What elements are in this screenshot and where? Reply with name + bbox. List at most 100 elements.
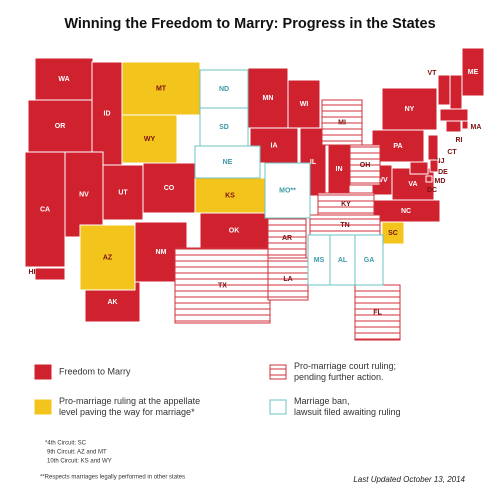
state-label: IN <box>336 166 343 173</box>
state-shape <box>439 108 469 122</box>
state-label: UT <box>118 189 128 196</box>
state-label: WA <box>58 76 69 83</box>
state-label: ME <box>468 69 479 76</box>
state-label: AR <box>282 235 292 242</box>
state-label: IL <box>310 159 317 166</box>
state-shape <box>27 99 93 153</box>
state-shape <box>449 74 463 110</box>
legend-label: Pro-marriage ruling at the appellate <box>59 396 200 406</box>
legend-label: Pro-marriage court ruling; <box>294 361 396 371</box>
legend-swatch <box>34 399 52 415</box>
state-shape <box>445 120 462 133</box>
legend-label: Marriage ban, <box>294 396 350 406</box>
state-shape <box>354 234 384 286</box>
state-label: OK <box>229 227 240 234</box>
state-label: AL <box>338 257 348 264</box>
legend-swatch <box>34 364 52 380</box>
state-label: RI <box>456 137 463 144</box>
state-shape <box>91 61 123 166</box>
legend: Freedom to Marry Pro-marriage ruling at t… <box>34 361 401 417</box>
state-shape <box>461 120 469 130</box>
state-label: WY <box>144 136 156 143</box>
title: Winning the Freedom to Marry: Progress i… <box>64 16 435 32</box>
state-label: KY <box>341 201 351 208</box>
state-shape <box>437 74 451 106</box>
state-shape <box>321 99 363 146</box>
state-shape <box>371 129 425 163</box>
state-label: HI <box>29 269 36 276</box>
state-shape <box>381 87 438 131</box>
state-shape <box>194 177 266 214</box>
legend-label: lawsuit filed awaiting ruling <box>294 407 401 417</box>
state-shape <box>199 107 249 147</box>
us-map: WA OR ID NV UT CO CA NM OK MN IA WI IL IN WV VA NC PA NY VT… <box>24 47 485 341</box>
state-label: FL <box>373 309 382 316</box>
state-label: OH <box>360 162 371 169</box>
state-label: ID <box>104 110 111 117</box>
legend-swatch <box>269 399 287 415</box>
state-label: PA <box>393 143 402 150</box>
state-label: ND <box>219 86 229 93</box>
footnotes: *4th Circuit: SC 9th Circuit: AZ and MT 10… <box>40 441 185 481</box>
footnote: **Respects marriages legally performed i… <box>40 475 185 481</box>
state-label: CO <box>164 185 175 192</box>
state-label: TX <box>218 282 227 289</box>
state-shape <box>461 47 485 97</box>
state-label: MN <box>263 95 274 102</box>
state-label: NM <box>156 249 167 256</box>
state-shape <box>34 267 66 281</box>
state-shape <box>427 134 439 161</box>
state-label: CA <box>40 206 50 213</box>
state-shape <box>121 114 178 164</box>
state-shape <box>409 161 429 175</box>
state-label: MO** <box>279 187 296 194</box>
state-shape <box>381 221 405 245</box>
state-label: GA <box>364 257 375 264</box>
legend-swatch <box>269 364 287 380</box>
state-label: KS <box>225 192 235 199</box>
state-shape <box>267 217 307 259</box>
state-shape <box>142 162 196 214</box>
legend-label: pending further action. <box>294 372 384 382</box>
state-label: MS <box>314 257 325 264</box>
footnote: *4th Circuit: SC <box>45 441 87 447</box>
state-label: NE <box>223 159 233 166</box>
state-label: AZ <box>103 254 113 261</box>
state-shape <box>121 61 201 116</box>
state-label: TN <box>340 222 349 229</box>
state-label: NC <box>401 208 411 215</box>
state-shape <box>24 151 66 268</box>
state-label: LA <box>283 276 292 283</box>
state-shape <box>429 159 439 173</box>
legend-label: level paving the way for marriage* <box>59 407 195 417</box>
state-label: DE <box>438 169 448 176</box>
state-shape <box>247 67 289 129</box>
state-label: MD <box>435 178 446 185</box>
footnote: 9th Circuit: AZ and MT <box>47 450 107 456</box>
state-shape <box>194 145 261 179</box>
state-label: SC <box>388 230 398 237</box>
state-shape <box>425 175 433 183</box>
state-label: NY <box>405 106 415 113</box>
state-label: DC <box>427 187 437 194</box>
state-label: WI <box>300 101 309 108</box>
state-shape <box>287 79 321 129</box>
state-shape <box>349 144 381 186</box>
state-label: IA <box>271 142 278 149</box>
state-shape <box>34 57 94 101</box>
state-label: OR <box>55 123 66 130</box>
state-label: MT <box>156 85 167 92</box>
state-shape <box>79 224 136 291</box>
state-shape <box>199 69 249 109</box>
state-label: VT <box>428 70 438 77</box>
state-label: SD <box>219 124 229 131</box>
state-shape <box>102 164 144 221</box>
state-label: VA <box>408 181 417 188</box>
state-shape <box>264 162 311 219</box>
state-label: MI <box>338 119 346 126</box>
state-shape <box>174 247 271 324</box>
state-label: WV <box>376 177 388 184</box>
state-label: NJ <box>436 158 445 165</box>
footnote: 10th Circuit: KS and WY <box>47 459 112 465</box>
